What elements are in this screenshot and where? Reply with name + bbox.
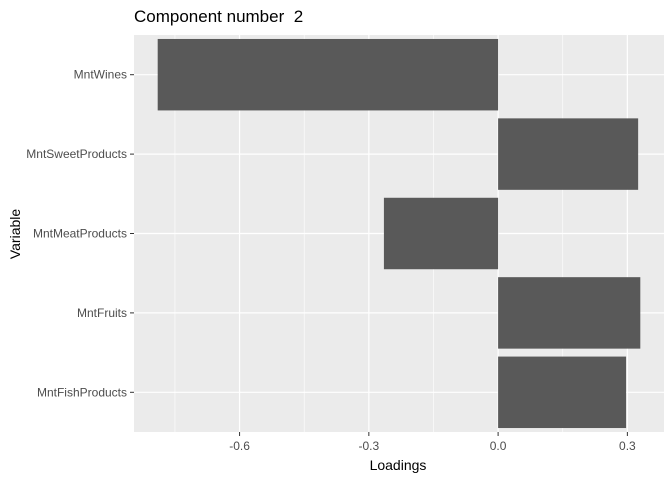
y-tick-label: MntFishProducts bbox=[37, 385, 127, 399]
y-tick-label: MntMeatProducts bbox=[33, 227, 127, 241]
x-tick-label: -0.6 bbox=[229, 439, 250, 453]
bar-MntMeatProducts bbox=[383, 197, 499, 270]
x-tick-label: 0.0 bbox=[490, 439, 507, 453]
chart-title: Component number 2 bbox=[134, 7, 303, 26]
bar-MntFishProducts bbox=[498, 356, 627, 429]
y-tick-label: MntSweetProducts bbox=[26, 147, 127, 161]
bar-MntWines bbox=[157, 38, 499, 111]
y-tick-label: MntFruits bbox=[77, 306, 127, 320]
x-tick-label: -0.3 bbox=[358, 439, 379, 453]
y-tick-label: MntWines bbox=[74, 68, 127, 82]
x-axis-ticks: -0.6 -0.3 0.0 0.3 bbox=[229, 432, 636, 453]
x-tick-label: 0.3 bbox=[619, 439, 636, 453]
bar-MntSweetProducts bbox=[498, 118, 639, 190]
bars bbox=[157, 38, 641, 429]
y-axis-ticks: MntWines MntSweetProducts MntMeatProducts M… bbox=[26, 68, 134, 399]
x-axis-title: Loadings bbox=[370, 457, 427, 473]
bar-MntFruits bbox=[498, 277, 641, 349]
y-axis-title: Variable bbox=[7, 209, 23, 260]
